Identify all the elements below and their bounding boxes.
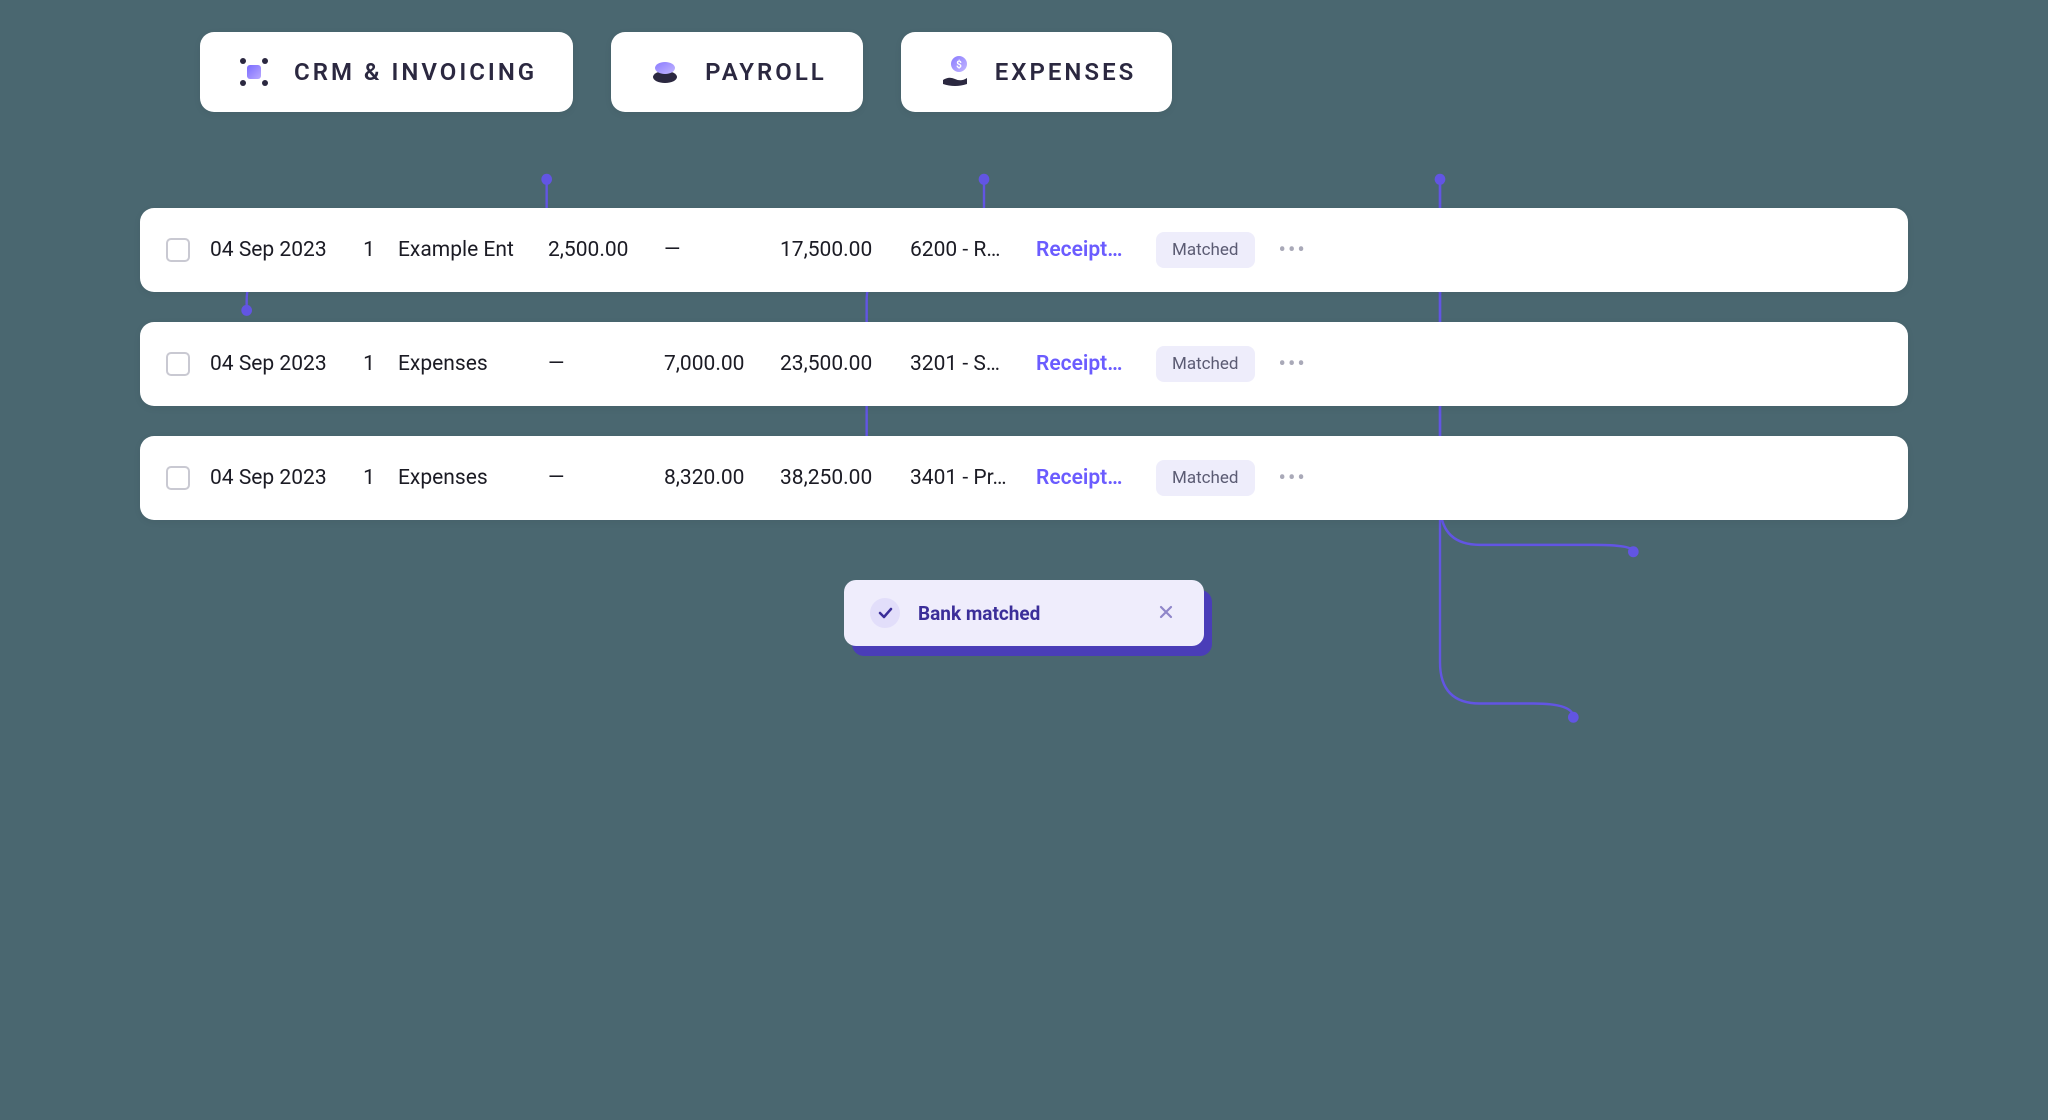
cell-desc: Expenses [398, 466, 528, 490]
cell-amount2: — [664, 238, 760, 262]
cell-desc: Example Ent [398, 238, 528, 262]
cell-num: 1 [360, 466, 378, 490]
cell-num: 1 [360, 238, 378, 262]
svg-text:$: $ [956, 58, 962, 71]
cell-code: 3401 - Pr… [910, 466, 1016, 490]
cell-amount1: 2,500.00 [548, 238, 644, 262]
cell-amount2: 7,000.00 [664, 352, 760, 376]
close-icon[interactable] [1154, 601, 1178, 625]
category-label: EXPENSES [995, 58, 1136, 86]
category-crm[interactable]: CRM & INVOICING [200, 32, 573, 112]
category-label: CRM & INVOICING [294, 58, 537, 86]
cell-amount1: — [548, 352, 644, 376]
cell-amount3: 23,500.00 [780, 352, 890, 376]
expenses-icon: $ [937, 54, 973, 90]
cell-date: 04 Sep 2023 [210, 466, 340, 490]
toast: Bank matched [844, 580, 1204, 646]
cell-desc: Expenses [398, 352, 528, 376]
receipt-link[interactable]: Receipt… [1036, 466, 1136, 490]
category-payroll[interactable]: PAYROLL [611, 32, 863, 112]
status-badge: Matched [1156, 346, 1255, 382]
more-icon[interactable]: ••• [1279, 466, 1307, 491]
status-badge: Matched [1156, 232, 1255, 268]
payroll-icon [647, 54, 683, 90]
transaction-list: 04 Sep 2023 1 Example Ent 2,500.00 — 17,… [140, 208, 1908, 520]
cell-amount1: — [548, 466, 644, 490]
more-icon[interactable]: ••• [1279, 238, 1307, 263]
toast-message: Bank matched [918, 602, 1136, 625]
category-expenses[interactable]: $ EXPENSES [901, 32, 1172, 112]
cell-amount3: 38,250.00 [780, 466, 890, 490]
receipt-link[interactable]: Receipt… [1036, 238, 1136, 262]
table-row: 04 Sep 2023 1 Example Ent 2,500.00 — 17,… [140, 208, 1908, 292]
cell-amount2: 8,320.00 [664, 466, 760, 490]
row-checkbox[interactable] [166, 352, 190, 376]
cell-code: 3201 - S… [910, 352, 1016, 376]
cell-code: 6200 - R… [910, 238, 1016, 262]
cell-amount3: 17,500.00 [780, 238, 890, 262]
more-icon[interactable]: ••• [1279, 352, 1307, 377]
row-checkbox[interactable] [166, 466, 190, 490]
row-checkbox[interactable] [166, 238, 190, 262]
table-row: 04 Sep 2023 1 Expenses — 8,320.00 38,250… [140, 436, 1908, 520]
category-row: CRM & INVOICING PAYROLL $ EXPENSES [140, 32, 1908, 112]
table-row: 04 Sep 2023 1 Expenses — 7,000.00 23,500… [140, 322, 1908, 406]
cell-date: 04 Sep 2023 [210, 352, 340, 376]
receipt-link[interactable]: Receipt… [1036, 352, 1136, 376]
status-badge: Matched [1156, 460, 1255, 496]
cell-num: 1 [360, 352, 378, 376]
category-label: PAYROLL [705, 58, 827, 86]
check-icon [870, 598, 900, 628]
crm-icon [236, 54, 272, 90]
cell-date: 04 Sep 2023 [210, 238, 340, 262]
